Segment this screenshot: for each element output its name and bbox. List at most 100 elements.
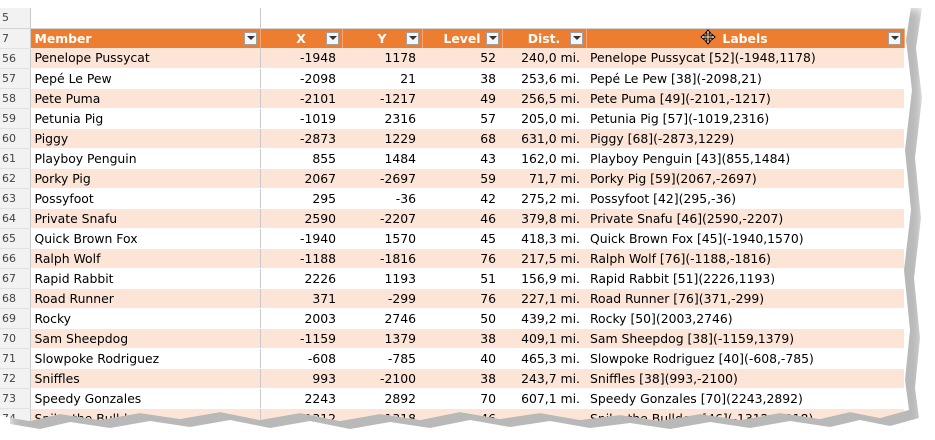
x-cell[interactable]: -2098 <box>260 68 342 89</box>
x-cell[interactable]: 2590 <box>260 208 342 229</box>
label-cell[interactable]: Playboy Penguin [43](855,1484) <box>586 148 904 169</box>
level-cell[interactable]: 42 <box>422 188 502 209</box>
x-cell[interactable]: -1940 <box>260 228 342 249</box>
label-cell[interactable]: Penelope Pussycat [52](-1948,1178) <box>586 48 904 69</box>
member-cell[interactable]: Possyfoot <box>30 188 261 209</box>
member-cell[interactable]: Slowpoke Rodriguez <box>30 348 261 369</box>
filter-dropdown-icon[interactable] <box>485 31 499 45</box>
label-cell[interactable]: Pete Puma [49](-2101,-1217) <box>586 88 904 109</box>
member-cell[interactable]: Porky Pig <box>30 168 261 189</box>
row-header[interactable]: 61 <box>0 148 31 169</box>
row-header[interactable]: 67 <box>0 268 31 289</box>
x-cell[interactable]: 371 <box>260 288 342 309</box>
level-cell[interactable]: 40 <box>422 348 502 369</box>
label-cell[interactable]: Rapid Rabbit [51](2226,1193) <box>586 268 904 289</box>
y-cell[interactable]: -2207 <box>342 208 422 229</box>
dist-cell[interactable]: 162,0 mi. <box>502 148 586 169</box>
row-header[interactable]: 63 <box>0 188 31 209</box>
empty-cell[interactable] <box>422 8 502 29</box>
y-cell[interactable]: 1229 <box>342 128 422 149</box>
dist-cell[interactable]: 418,3 mi. <box>502 228 586 249</box>
x-cell[interactable]: -608 <box>260 348 342 369</box>
row-header[interactable]: 69 <box>0 308 31 329</box>
x-cell[interactable]: 295 <box>260 188 342 209</box>
y-cell[interactable]: -785 <box>342 348 422 369</box>
level-cell[interactable]: 38 <box>422 68 502 89</box>
level-cell[interactable]: 45 <box>422 228 502 249</box>
label-cell[interactable]: Porky Pig [59](2067,-2697) <box>586 168 904 189</box>
column-header-labels[interactable]: Labels <box>586 28 905 48</box>
empty-cell[interactable] <box>502 8 586 29</box>
row-header[interactable]: 71 <box>0 348 31 369</box>
label-cell[interactable]: Pepé Le Pew [38](-2098,21) <box>586 68 904 89</box>
row-header[interactable]: 57 <box>0 68 31 89</box>
x-cell[interactable]: 2226 <box>260 268 342 289</box>
row-header[interactable]: 56 <box>0 48 31 69</box>
label-cell[interactable]: Private Snafu [46](2590,-2207) <box>586 208 904 229</box>
dist-cell[interactable]: 253,6 mi. <box>502 68 586 89</box>
y-cell[interactable]: 1570 <box>342 228 422 249</box>
member-cell[interactable]: Private Snafu <box>30 208 261 229</box>
member-cell[interactable]: Sam Sheepdog <box>30 328 261 349</box>
dist-cell[interactable]: 439,2 mi. <box>502 308 586 329</box>
member-cell[interactable]: Rapid Rabbit <box>30 268 261 289</box>
empty-cell[interactable] <box>342 8 422 29</box>
dist-cell[interactable]: 243,7 mi. <box>502 368 586 389</box>
x-cell[interactable]: -1188 <box>260 248 342 269</box>
member-cell[interactable]: Piggy <box>30 128 261 149</box>
label-cell[interactable]: Road Runner [76](371,-299) <box>586 288 904 309</box>
level-cell[interactable]: 43 <box>422 148 502 169</box>
member-cell[interactable]: Playboy Penguin <box>30 148 261 169</box>
column-header-y[interactable]: Y <box>342 28 423 48</box>
member-cell[interactable]: Speedy Gonzales <box>30 388 261 409</box>
dist-cell[interactable]: 205,0 mi. <box>502 108 586 129</box>
row-header[interactable]: 65 <box>0 228 31 249</box>
member-cell[interactable]: Penelope Pussycat <box>30 48 261 69</box>
row-header[interactable]: 70 <box>0 328 31 349</box>
row-header[interactable]: 68 <box>0 288 31 309</box>
empty-cell[interactable] <box>30 8 261 29</box>
label-cell[interactable]: Sam Sheepdog [38](-1159,1379) <box>586 328 904 349</box>
row-header[interactable]: 72 <box>0 368 31 389</box>
dist-cell[interactable]: 156,9 mi. <box>502 268 586 289</box>
y-cell[interactable]: 2316 <box>342 108 422 129</box>
x-cell[interactable]: 855 <box>260 148 342 169</box>
row-header[interactable]: 59 <box>0 108 31 129</box>
y-cell[interactable]: -2697 <box>342 168 422 189</box>
label-cell[interactable]: Rocky [50](2003,2746) <box>586 308 904 329</box>
column-header-level[interactable]: Level <box>422 28 503 48</box>
y-cell[interactable]: -36 <box>342 188 422 209</box>
level-cell[interactable]: 38 <box>422 328 502 349</box>
x-cell[interactable]: 2003 <box>260 308 342 329</box>
y-cell[interactable]: 2746 <box>342 308 422 329</box>
row-header[interactable]: 73 <box>0 388 31 409</box>
row-header[interactable]: 66 <box>0 248 31 269</box>
row-header[interactable]: 58 <box>0 88 31 109</box>
y-cell[interactable]: 2892 <box>342 388 422 409</box>
dist-cell[interactable]: 240,0 mi. <box>502 48 586 69</box>
empty-cell[interactable] <box>586 8 904 29</box>
label-cell[interactable]: Speedy Gonzales [70](2243,2892) <box>586 388 904 409</box>
member-cell[interactable]: Pepé Le Pew <box>30 68 261 89</box>
row-header[interactable]: 5 <box>0 8 31 29</box>
label-cell[interactable]: Ralph Wolf [76](-1188,-1816) <box>586 248 904 269</box>
dist-cell[interactable]: 275,2 mi. <box>502 188 586 209</box>
filter-dropdown-icon[interactable] <box>325 31 339 45</box>
row-header[interactable]: 64 <box>0 208 31 229</box>
member-cell[interactable]: Sniffles <box>30 368 261 389</box>
label-cell[interactable]: Possyfoot [42](295,-36) <box>586 188 904 209</box>
x-cell[interactable]: 2243 <box>260 388 342 409</box>
y-cell[interactable]: -1816 <box>342 248 422 269</box>
level-cell[interactable]: 46 <box>422 208 502 229</box>
label-cell[interactable]: Slowpoke Rodriguez [40](-608,-785) <box>586 348 904 369</box>
filter-dropdown-icon[interactable] <box>405 31 419 45</box>
dist-cell[interactable]: 607,1 mi. <box>502 388 586 409</box>
y-cell[interactable]: 1379 <box>342 328 422 349</box>
x-cell[interactable]: -2101 <box>260 88 342 109</box>
x-cell[interactable]: -1159 <box>260 328 342 349</box>
level-cell[interactable]: 76 <box>422 248 502 269</box>
member-cell[interactable]: Ralph Wolf <box>30 248 261 269</box>
level-cell[interactable]: 49 <box>422 88 502 109</box>
level-cell[interactable]: 52 <box>422 48 502 69</box>
x-cell[interactable]: -1019 <box>260 108 342 129</box>
